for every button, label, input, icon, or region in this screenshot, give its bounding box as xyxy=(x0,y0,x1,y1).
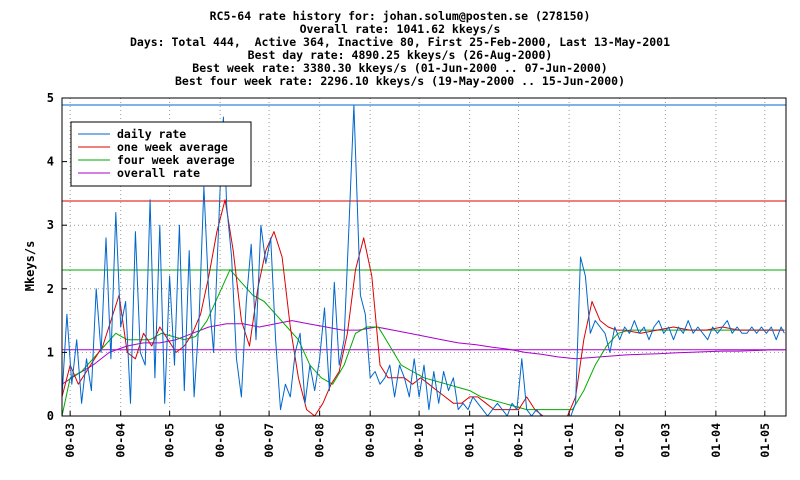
overall-rate-text: Overall rate: 1041.62 kkeys/s xyxy=(299,21,501,36)
x-tick-label: 00-08 xyxy=(313,423,327,458)
plot-frame xyxy=(61,97,787,417)
week-series-line xyxy=(61,199,785,417)
x-tick-label: 00-05 xyxy=(163,423,177,458)
x-tick-label: 00-09 xyxy=(363,423,377,458)
legend-label-four_week: four week average xyxy=(117,153,235,167)
best-week-text: Best week rate: 3380.30 kkeys/s (01-Jun-… xyxy=(192,60,608,75)
legend-label-daily: daily rate xyxy=(117,127,186,141)
x-tick-label: 00-10 xyxy=(412,423,426,458)
y-tick-label: 0 xyxy=(47,409,54,423)
y-axis-ticks: 0 1 2 3 4 5 xyxy=(47,91,67,423)
x-tick-label: 01-01 xyxy=(562,423,576,458)
y-tick-label: 4 xyxy=(47,155,54,169)
x-tick-label: 00-03 xyxy=(63,423,77,458)
x-tick-label: 00-04 xyxy=(114,423,128,458)
chart-header: RC5-64 rate history for: johan.solum@pos… xyxy=(0,10,800,87)
chart-title: RC5-64 rate history for: johan.solum@pos… xyxy=(209,9,591,23)
best-four-week-text: Best four week rate: 2296.10 kkeys/s (19… xyxy=(174,73,626,88)
series-lines xyxy=(61,104,785,417)
x-tick-label: 00-07 xyxy=(262,423,276,458)
y-tick-label: 1 xyxy=(47,345,54,359)
legend-label-week: one week average xyxy=(117,140,228,154)
y-axis-label: Mkeys/s xyxy=(23,241,37,292)
x-tick-label: 00-12 xyxy=(512,423,526,458)
best-day-text: Best day rate: 4890.25 kkeys/s (26-Aug-2… xyxy=(247,47,553,62)
y-tick-label: 2 xyxy=(47,282,54,296)
y-tick-label: 5 xyxy=(47,91,54,105)
x-tick-label: 00-06 xyxy=(213,423,227,458)
x-tick-label: 00-11 xyxy=(463,423,477,458)
x-tick-label: 01-03 xyxy=(658,423,672,458)
x-axis-ticks: 00-03 00-04 00-05 00-06 00-07 00-08 00-09 00-10… xyxy=(63,411,772,458)
x-tick-label: 01-05 xyxy=(758,423,772,458)
x-tick-label: 01-02 xyxy=(613,423,627,458)
x-tick-label: 01-04 xyxy=(709,423,723,458)
legend-label-overall: overall rate xyxy=(117,166,200,180)
daily-series-line xyxy=(61,104,785,417)
overall-series-line xyxy=(61,320,785,385)
y-tick-label: 3 xyxy=(47,218,54,232)
legend-box xyxy=(70,121,252,187)
days-summary-text: Days: Total 444, Active 364, Inactive 80… xyxy=(129,34,671,49)
